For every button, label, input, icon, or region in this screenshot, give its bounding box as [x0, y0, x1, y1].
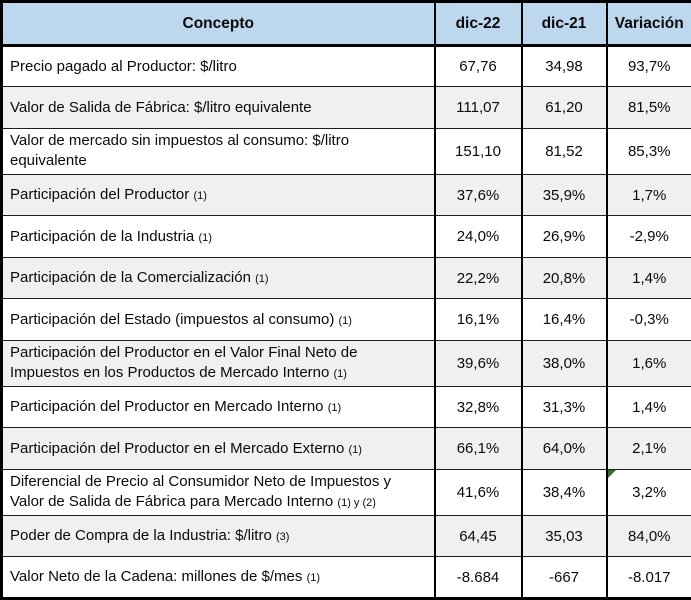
- footnote-marker: (1): [198, 231, 212, 244]
- concepto-cell: Participación del Productor (1): [0, 173, 436, 217]
- dic-22-value-cell: 37,6%: [433, 173, 523, 217]
- dic-21-value-cell: 26,9%: [520, 215, 608, 258]
- concepto-cell: Participación de la Comercialización (1): [0, 256, 436, 300]
- concepto-label: Precio pagado al Productor: $/litro: [10, 57, 237, 75]
- concepto-cell: Participación del Productor en el Valor …: [0, 339, 436, 387]
- concepto-label: Participación del Productor en el Valor …: [10, 344, 358, 382]
- variacion-value-cell: 1,6%: [605, 339, 691, 387]
- concepto-cell: Participación del Estado (impuestos al c…: [0, 298, 436, 341]
- dic-22-value-cell: 32,8%: [433, 385, 523, 429]
- variacion-value-cell: 1,4%: [605, 256, 691, 300]
- variacion-value-cell: -0,3%: [605, 298, 691, 341]
- variacion-value-cell: 84,0%: [605, 514, 691, 558]
- variacion-value-cell: 93,7%: [605, 44, 691, 88]
- dic-22-value-cell: 39,6%: [433, 339, 523, 387]
- table-body: Precio pagado al Productor: $/litro 67,7…: [0, 44, 691, 599]
- dic-21-value-cell: 35,9%: [520, 173, 608, 217]
- table-row: Participación del Productor en Mercado I…: [0, 385, 691, 429]
- dic-21-value-cell: 16,4%: [520, 298, 608, 341]
- column-header-dic-22: dic-22: [433, 0, 523, 47]
- concepto-label: Valor Neto de la Cadena: millones de $/m…: [10, 568, 307, 586]
- table-row: Participación del Estado (impuestos al c…: [0, 298, 691, 341]
- variacion-value-cell: 2,1%: [605, 427, 691, 470]
- concepto-label: Diferencial de Precio al Consumidor Neto…: [10, 473, 392, 511]
- concepto-label: Valor de mercado sin impuestos al consum…: [10, 132, 350, 170]
- variacion-value-cell: 85,3%: [605, 127, 691, 176]
- concepto-label: Participación del Productor en Mercado I…: [10, 398, 328, 416]
- concepto-label: Participación del Productor en el Mercad…: [10, 439, 349, 457]
- dic-22-value-cell: 41,6%: [433, 468, 523, 516]
- dic-22-value-cell: 24,0%: [433, 215, 523, 258]
- dic-21-value-cell: 64,0%: [520, 427, 608, 470]
- footnote-marker: (1): [193, 190, 207, 203]
- concepto-label: Participación del Estado (impuestos al c…: [10, 310, 339, 328]
- dic-21-value-cell: 31,3%: [520, 385, 608, 429]
- table-row: Valor Neto de la Cadena: millones de $/m…: [0, 556, 691, 599]
- error-flag-icon: [607, 469, 616, 478]
- dic-22-value-cell: 16,1%: [433, 298, 523, 341]
- dic-22-value-cell: 66,1%: [433, 427, 523, 470]
- variacion-value-cell: 1,4%: [605, 385, 691, 429]
- footnote-marker: (1): [348, 443, 362, 456]
- variacion-value-cell: -8.017: [605, 556, 691, 599]
- table-row: Participación del Productor en el Valor …: [0, 339, 691, 387]
- footnote-marker: (1): [306, 572, 321, 585]
- dic-22-value-cell: 111,07: [433, 86, 523, 129]
- footnote-marker: (1): [255, 273, 269, 286]
- dic-21-value-cell: 81,52: [520, 127, 608, 176]
- footnote-marker: (1): [327, 402, 342, 415]
- table-row: Valor de mercado sin impuestos al consum…: [0, 127, 691, 176]
- variacion-value-cell: -2,9%: [605, 215, 691, 258]
- concepto-cell: Diferencial de Precio al Consumidor Neto…: [0, 468, 436, 516]
- dic-21-value-cell: 38,0%: [520, 339, 608, 387]
- column-header-dic-21: dic-21: [520, 0, 608, 47]
- dic-22-value-cell: 64,45: [433, 514, 523, 558]
- dic-22-value-cell: -8.684: [433, 556, 523, 599]
- table-row: Participación del Productor en el Mercad…: [0, 427, 691, 470]
- footnote-marker: (1): [338, 314, 352, 327]
- table-row: Participación de la Industria (1) 24,0% …: [0, 215, 691, 258]
- table-row: Participación de la Comercialización (1)…: [0, 256, 691, 300]
- concepto-cell: Valor Neto de la Cadena: millones de $/m…: [0, 556, 436, 599]
- dic-22-value-cell: 22,2%: [433, 256, 523, 300]
- table-row: Precio pagado al Productor: $/litro 67,7…: [0, 44, 691, 88]
- variacion-value-cell: 81,5%: [605, 86, 691, 129]
- table-row: Diferencial de Precio al Consumidor Neto…: [0, 468, 691, 516]
- concepto-label: Participación de la Industria: [10, 227, 199, 245]
- dic-21-value-cell: 61,20: [520, 86, 608, 129]
- concepto-cell: Valor de Salida de Fábrica: $/litro equi…: [0, 86, 436, 129]
- footnote-marker: (3): [275, 531, 290, 544]
- column-header-variacion: Variación: [605, 0, 691, 47]
- dic-22-value-cell: 67,76: [433, 44, 523, 88]
- footnote-marker: (1) y (2): [337, 497, 376, 510]
- concepto-cell: Participación del Productor en Mercado I…: [0, 385, 436, 429]
- concepto-label: Participación de la Comercialización: [10, 269, 256, 287]
- dic-21-value-cell: -667: [520, 556, 608, 599]
- concepto-label: Participación del Productor: [10, 186, 194, 204]
- concepto-label: Valor de Salida de Fábrica: $/litro equi…: [10, 98, 312, 116]
- dic-21-value-cell: 34,98: [520, 44, 608, 88]
- header-row: Concepto dic-22 dic-21 Variación: [0, 0, 691, 47]
- concepto-cell: Participación de la Industria (1): [0, 215, 436, 258]
- dic-21-value-cell: 38,4%: [520, 468, 608, 516]
- concepto-cell: Precio pagado al Productor: $/litro: [0, 44, 436, 88]
- concepto-cell: Poder de Compra de la Industria: $/litro…: [0, 514, 436, 558]
- concepto-cell: Valor de mercado sin impuestos al consum…: [0, 127, 436, 176]
- variacion-value-cell: 1,7%: [605, 173, 691, 217]
- column-header-concepto: Concepto: [0, 0, 436, 47]
- concepto-label: Poder de Compra de la Industria: $/litro: [10, 527, 276, 545]
- table-row: Participación del Productor (1) 37,6% 35…: [0, 173, 691, 217]
- table-header: Concepto dic-22 dic-21 Variación: [0, 0, 691, 47]
- dic-22-value-cell: 151,10: [433, 127, 523, 176]
- concepto-cell: Participación del Productor en el Mercad…: [0, 427, 436, 470]
- footnote-marker: (1): [333, 368, 347, 381]
- table-row: Valor de Salida de Fábrica: $/litro equi…: [0, 86, 691, 129]
- dic-21-value-cell: 35,03: [520, 514, 608, 558]
- variacion-value-cell: 3,2%: [605, 468, 691, 516]
- table-row: Poder de Compra de la Industria: $/litro…: [0, 514, 691, 558]
- dic-21-value-cell: 20,8%: [520, 256, 608, 300]
